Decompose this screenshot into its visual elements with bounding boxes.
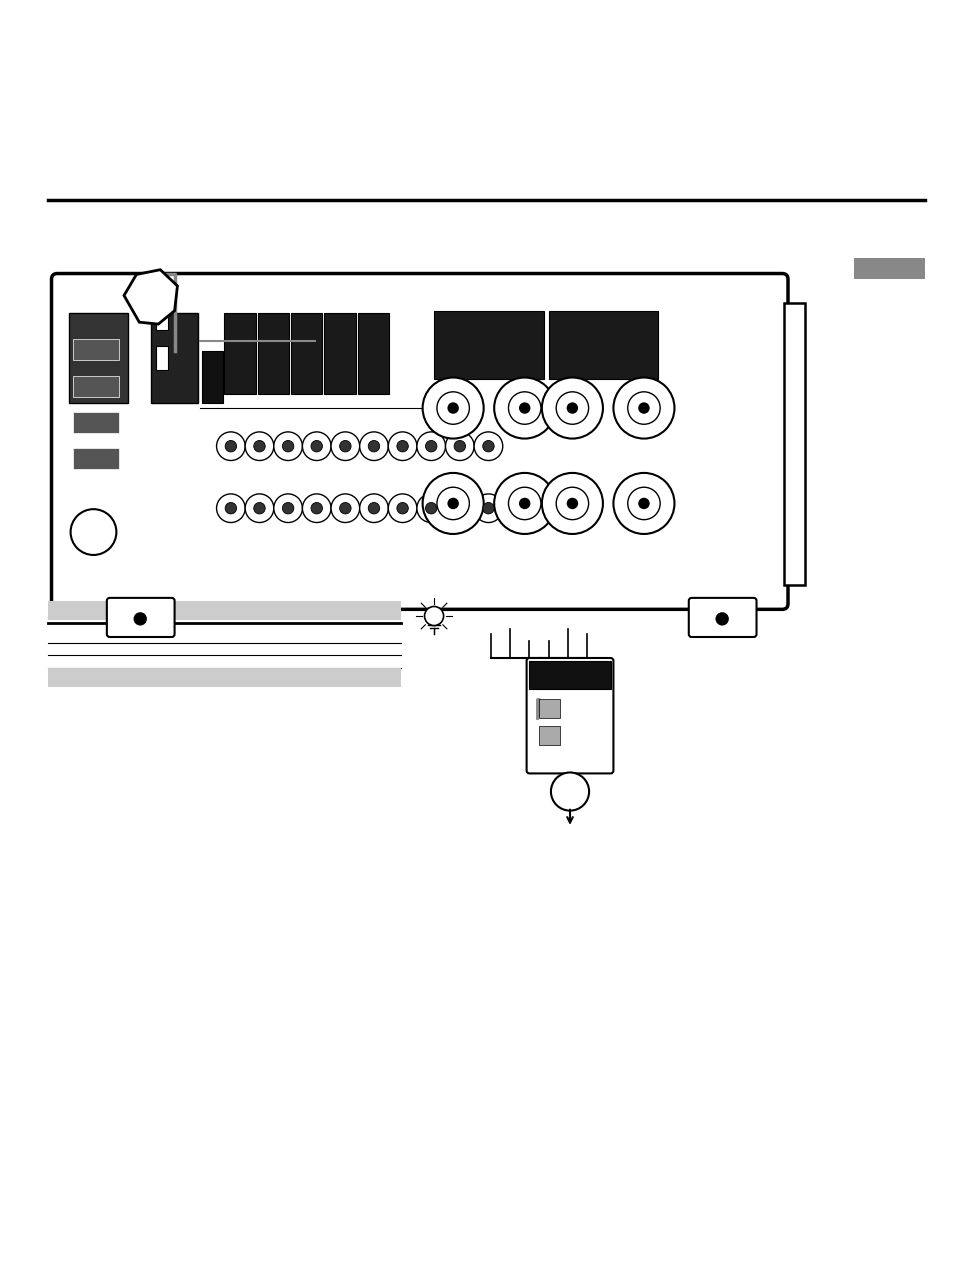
Circle shape xyxy=(541,473,602,534)
Circle shape xyxy=(274,494,302,522)
Circle shape xyxy=(253,502,265,513)
Circle shape xyxy=(359,494,388,522)
Circle shape xyxy=(71,510,116,555)
Circle shape xyxy=(454,441,465,452)
Circle shape xyxy=(474,494,502,522)
Circle shape xyxy=(396,441,408,452)
Circle shape xyxy=(638,498,649,510)
Bar xyxy=(73,339,119,361)
Bar xyxy=(324,312,355,394)
Circle shape xyxy=(253,441,265,452)
Circle shape xyxy=(447,403,458,414)
Circle shape xyxy=(436,487,469,520)
Circle shape xyxy=(422,473,483,534)
Bar xyxy=(73,412,119,433)
Circle shape xyxy=(482,441,494,452)
Circle shape xyxy=(282,441,294,452)
Circle shape xyxy=(225,502,236,513)
Circle shape xyxy=(425,441,436,452)
Circle shape xyxy=(638,403,649,414)
Circle shape xyxy=(302,432,331,460)
Circle shape xyxy=(331,494,359,522)
Circle shape xyxy=(359,432,388,460)
Circle shape xyxy=(566,403,578,414)
Circle shape xyxy=(311,502,322,513)
Bar xyxy=(155,347,168,369)
Circle shape xyxy=(454,502,465,513)
Circle shape xyxy=(566,498,578,510)
Bar xyxy=(73,376,119,396)
Circle shape xyxy=(282,502,294,513)
FancyBboxPatch shape xyxy=(107,598,174,637)
Circle shape xyxy=(715,613,728,626)
Circle shape xyxy=(216,432,245,460)
Bar xyxy=(434,311,543,380)
Circle shape xyxy=(436,392,469,424)
FancyBboxPatch shape xyxy=(51,274,787,609)
Circle shape xyxy=(133,613,147,626)
Circle shape xyxy=(416,494,445,522)
Bar xyxy=(853,259,924,279)
Circle shape xyxy=(388,494,416,522)
Circle shape xyxy=(494,377,555,438)
Bar xyxy=(783,303,804,585)
Circle shape xyxy=(445,494,474,522)
Circle shape xyxy=(627,487,659,520)
Circle shape xyxy=(416,432,445,460)
Circle shape xyxy=(541,377,602,438)
Circle shape xyxy=(474,432,502,460)
Circle shape xyxy=(302,494,331,522)
Bar xyxy=(291,312,322,394)
Circle shape xyxy=(551,772,589,810)
Circle shape xyxy=(518,403,530,414)
Circle shape xyxy=(424,606,443,626)
Circle shape xyxy=(422,377,483,438)
Circle shape xyxy=(447,498,458,510)
Bar xyxy=(151,312,198,404)
Circle shape xyxy=(518,498,530,510)
Circle shape xyxy=(482,502,494,513)
Circle shape xyxy=(556,487,588,520)
Circle shape xyxy=(556,392,588,424)
Bar xyxy=(529,661,610,689)
Circle shape xyxy=(368,441,379,452)
Circle shape xyxy=(216,494,245,522)
Circle shape xyxy=(368,502,379,513)
Circle shape xyxy=(225,441,236,452)
Circle shape xyxy=(339,441,351,452)
Circle shape xyxy=(425,502,436,513)
Circle shape xyxy=(311,441,322,452)
Bar xyxy=(538,726,559,745)
Circle shape xyxy=(396,502,408,513)
Bar xyxy=(155,306,168,330)
Circle shape xyxy=(245,432,274,460)
FancyBboxPatch shape xyxy=(688,598,756,637)
Circle shape xyxy=(494,473,555,534)
Circle shape xyxy=(274,432,302,460)
Bar xyxy=(48,601,400,620)
Bar xyxy=(224,312,255,394)
Bar xyxy=(69,312,128,404)
Polygon shape xyxy=(124,270,177,324)
Bar xyxy=(73,448,119,469)
Bar xyxy=(548,311,658,380)
Circle shape xyxy=(613,473,674,534)
Circle shape xyxy=(508,487,540,520)
Circle shape xyxy=(627,392,659,424)
Circle shape xyxy=(445,432,474,460)
Bar xyxy=(48,668,400,687)
Circle shape xyxy=(245,494,274,522)
FancyBboxPatch shape xyxy=(526,657,613,773)
Bar xyxy=(257,312,289,394)
Circle shape xyxy=(331,432,359,460)
Bar xyxy=(202,350,223,404)
Circle shape xyxy=(508,392,540,424)
Bar xyxy=(538,699,559,719)
Circle shape xyxy=(339,502,351,513)
Circle shape xyxy=(388,432,416,460)
Bar xyxy=(357,312,389,394)
Circle shape xyxy=(613,377,674,438)
